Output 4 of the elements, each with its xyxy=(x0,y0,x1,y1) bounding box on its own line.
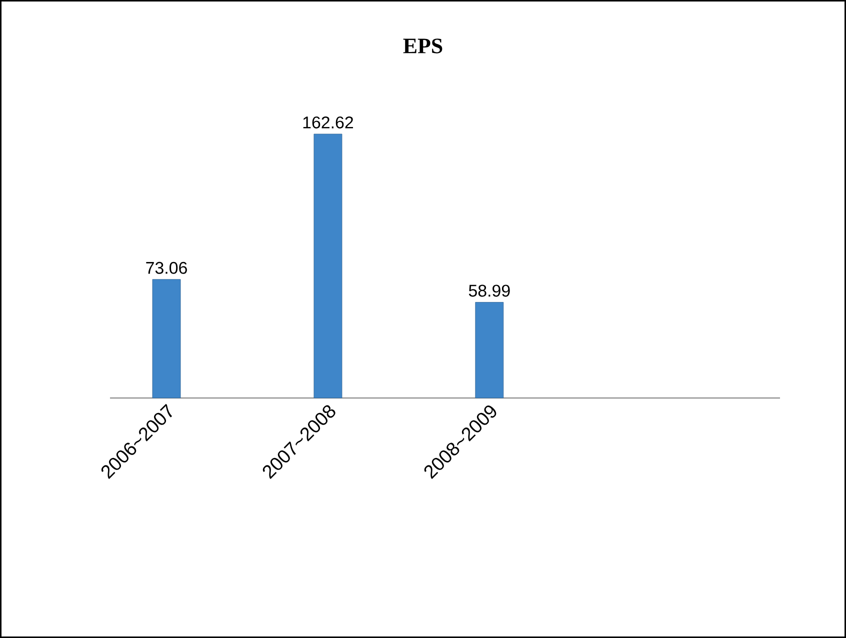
data-label: 162.62 xyxy=(303,116,353,128)
chart-title: EPS xyxy=(403,38,442,54)
data-label: 58.99 xyxy=(468,284,510,297)
data-label: 73.06 xyxy=(146,262,187,274)
